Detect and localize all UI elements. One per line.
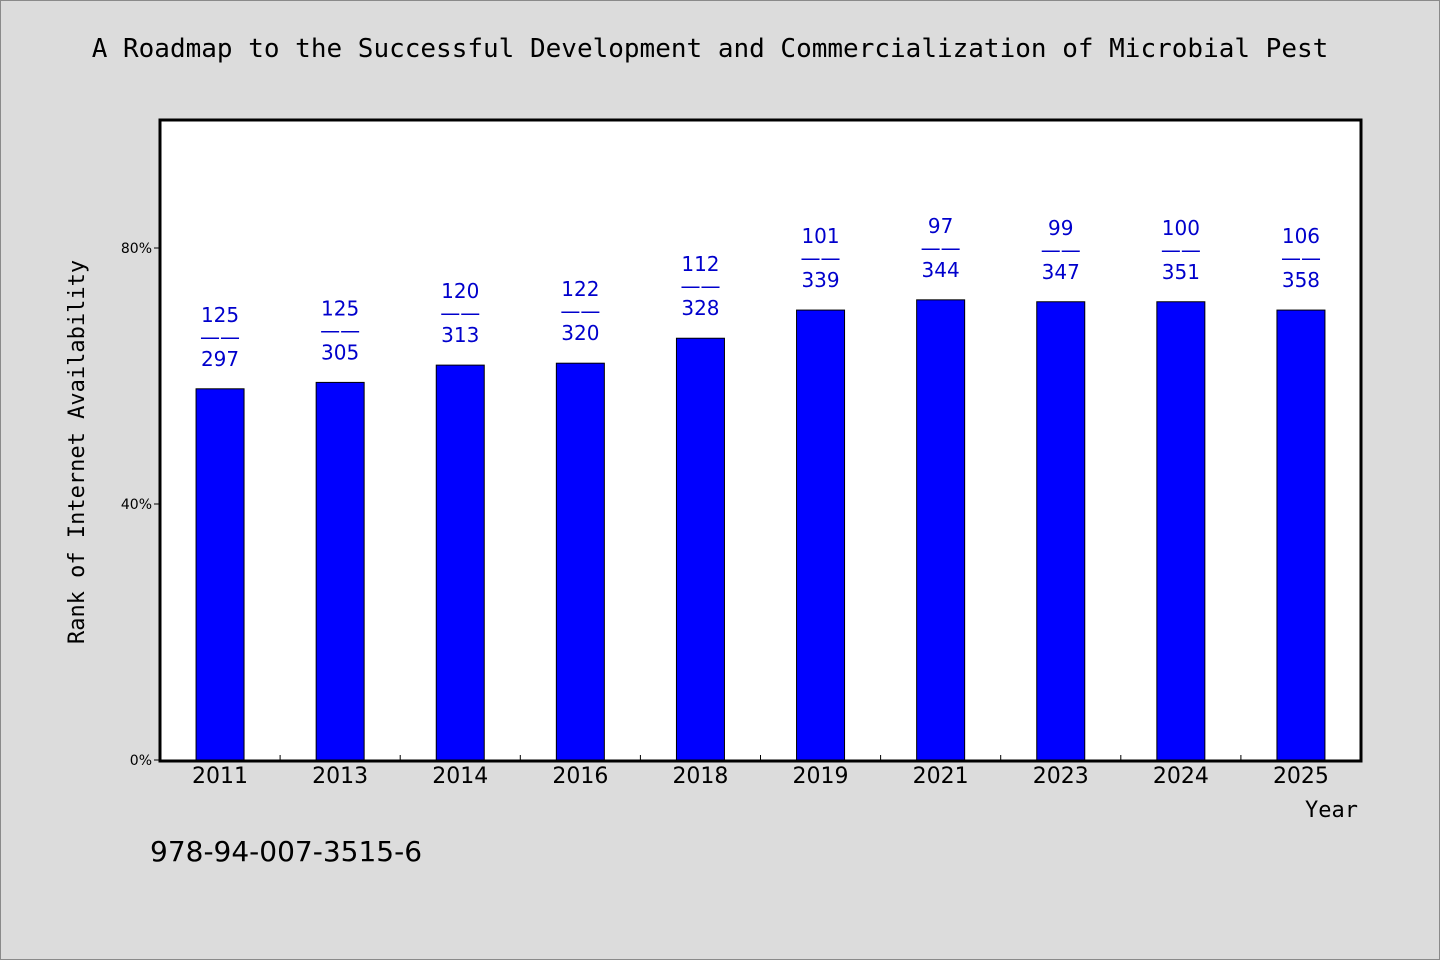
bar-label-top: 125: [201, 303, 239, 327]
bar-label-separator: ——: [1281, 246, 1321, 270]
bar-label-bottom: 305: [321, 340, 359, 364]
bars-layer: [195, 299, 1326, 761]
bar-2019: [796, 309, 846, 761]
bar-2023: [1036, 301, 1086, 761]
bar-label-separator: ——: [200, 325, 240, 349]
bar-label-bottom: 344: [922, 258, 960, 282]
y-tick-label: 0%: [130, 753, 152, 769]
x-tick-label: 2011: [192, 764, 248, 789]
bar-label-bottom: 328: [681, 296, 719, 320]
bar-label-top: 122: [561, 277, 599, 301]
bar-2018: [675, 337, 725, 761]
bar-label-top: 100: [1162, 216, 1200, 240]
bar-label-top: 112: [681, 252, 719, 276]
bar-label-separator: ——: [560, 299, 600, 323]
x-tick-label: 2024: [1153, 764, 1209, 789]
axis-layer: 2011 2013 2014 2016 2018 2019 2021 2023 2024 2025…: [121, 241, 1329, 789]
bar-label-top: 101: [801, 224, 839, 248]
bar-label-bottom: 351: [1162, 260, 1200, 284]
bar-label-bottom: 339: [801, 268, 839, 292]
x-tick-label: 2018: [672, 764, 728, 789]
bar-label-bottom: 297: [201, 347, 239, 371]
y-tick-label: 80%: [121, 241, 152, 257]
x-tick-label: 2023: [1033, 764, 1089, 789]
x-tick-label: 2019: [793, 764, 849, 789]
x-axis-label: Year: [1305, 798, 1358, 823]
bar-label-top: 120: [441, 279, 479, 303]
bar-2014: [435, 364, 485, 761]
bar-label-bottom: 358: [1282, 268, 1320, 292]
bar-label-bottom: 313: [441, 323, 479, 347]
bar-label-separator: ——: [801, 246, 841, 270]
bar-label-separator: ——: [921, 236, 961, 260]
bar-2013: [315, 381, 365, 761]
bar-label-top: 99: [1048, 216, 1073, 240]
bar-2024: [1156, 301, 1206, 761]
bar-label-top: 106: [1282, 224, 1320, 248]
bar-2011: [195, 388, 245, 761]
y-axis-label: Rank of Internet Availability: [65, 260, 90, 644]
bar-label-separator: ——: [320, 318, 360, 342]
bar-label-separator: ——: [440, 301, 480, 325]
isbn-footer: 978-94-007-3515-6: [150, 835, 423, 868]
bar-2021: [916, 299, 966, 761]
bar-2025: [1276, 309, 1326, 761]
bar-2016: [555, 362, 605, 761]
bar-label-bottom: 320: [561, 321, 599, 345]
bar-label-separator: ——: [1161, 238, 1201, 262]
x-tick-label: 2021: [913, 764, 969, 789]
chart-title: A Roadmap to the Successful Development …: [91, 34, 1329, 64]
x-tick-label: 2014: [432, 764, 488, 789]
bar-label-separator: ——: [1041, 238, 1081, 262]
y-tick-label: 40%: [121, 497, 152, 513]
labels-layer: 125——297125——305120——313122——320112——328…: [200, 214, 1321, 371]
x-tick-label: 2013: [312, 764, 368, 789]
bar-label-bottom: 347: [1042, 260, 1080, 284]
bar-label-top: 97: [928, 214, 953, 238]
bar-label-separator: ——: [680, 274, 720, 298]
x-tick-label: 2016: [552, 764, 608, 789]
x-tick-label: 2025: [1273, 764, 1329, 789]
bar-label-top: 125: [321, 296, 359, 320]
